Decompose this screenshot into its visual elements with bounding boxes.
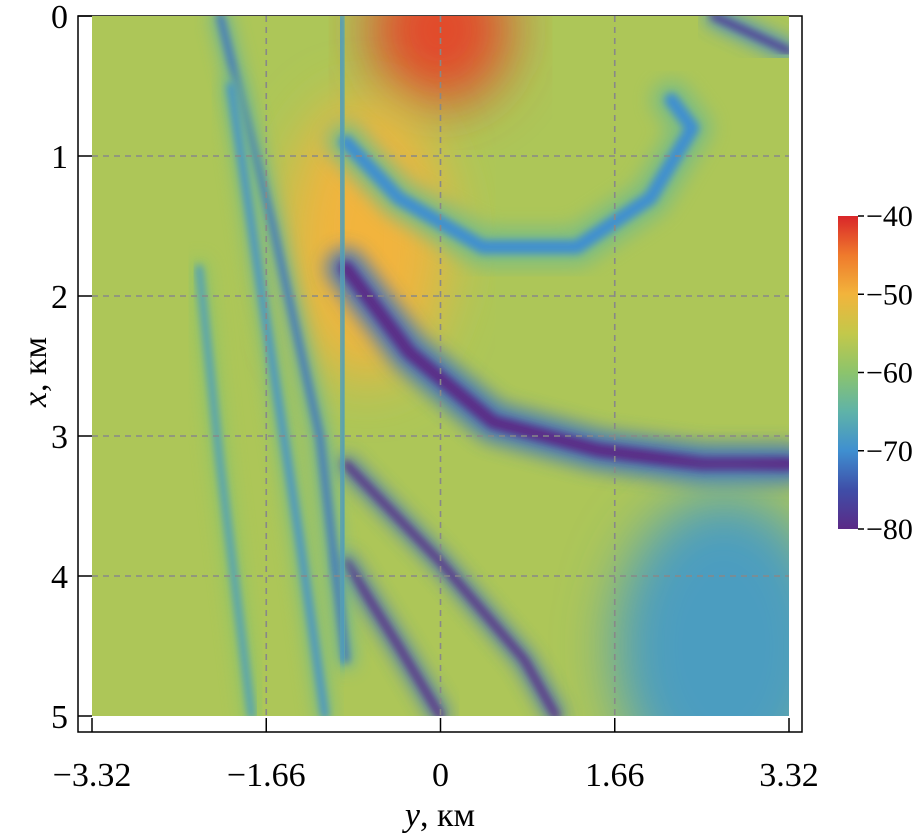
x-axis-unit: , км	[420, 797, 475, 834]
x-tick-label: 0	[432, 757, 449, 794]
x-tick-label: 3.32	[759, 757, 819, 794]
colorbar-gradient	[838, 216, 858, 529]
colorbar-tick-label: −70	[866, 435, 913, 468]
heatmap-layer	[92, 16, 789, 716]
x-tick-label: 1.66	[585, 757, 645, 794]
colorbar-tick-label: −80	[866, 513, 913, 546]
axis-ticks	[78, 15, 790, 732]
x-axis-label: y, км	[402, 797, 475, 834]
colorbar-tick-label: −60	[866, 357, 913, 390]
y-tick-label: 0	[51, 0, 68, 36]
feature-diag-line-1	[342, 460, 560, 716]
feature-discontinuity	[337, 16, 348, 664]
y-axis-unit: , км	[17, 337, 54, 392]
colorbar-tick-label: −50	[866, 278, 913, 311]
feature-left-streak-2	[227, 82, 329, 716]
colorbar-tick-label: −40	[866, 200, 913, 233]
feature-diag-line-2	[342, 558, 444, 716]
y-axis-var: x	[17, 392, 54, 408]
x-axis-var: y	[402, 797, 421, 834]
y-tick-label: 5	[51, 699, 68, 736]
feature-top-right-arc	[709, 16, 789, 55]
y-tick-label: 2	[51, 279, 68, 316]
feature-left-streak-1	[216, 16, 350, 664]
y-tick-label: 1	[51, 139, 68, 176]
y-tick-label: 3	[51, 419, 68, 456]
feature-right-low-region	[613, 496, 789, 716]
x-tick-labels: −3.32 −1.66 0 1.66 3.32	[53, 757, 819, 794]
y-axis-label: x, км	[17, 337, 54, 408]
y-tick-labels: 0 1 2 3 4 5	[51, 0, 68, 736]
colorbar: −40 −50 −60 −70 −80	[838, 200, 913, 546]
feature-left-streak-3	[195, 264, 256, 716]
feature-bright-lobe	[287, 100, 448, 380]
colorbar-ticks: −40 −50 −60 −70 −80	[858, 200, 913, 546]
x-tick-label: −1.66	[227, 757, 306, 794]
grid-lines	[92, 16, 789, 716]
y-tick-label: 4	[51, 559, 68, 596]
x-tick-label: −3.32	[53, 757, 132, 794]
feature-upper-ring	[339, 93, 700, 254]
